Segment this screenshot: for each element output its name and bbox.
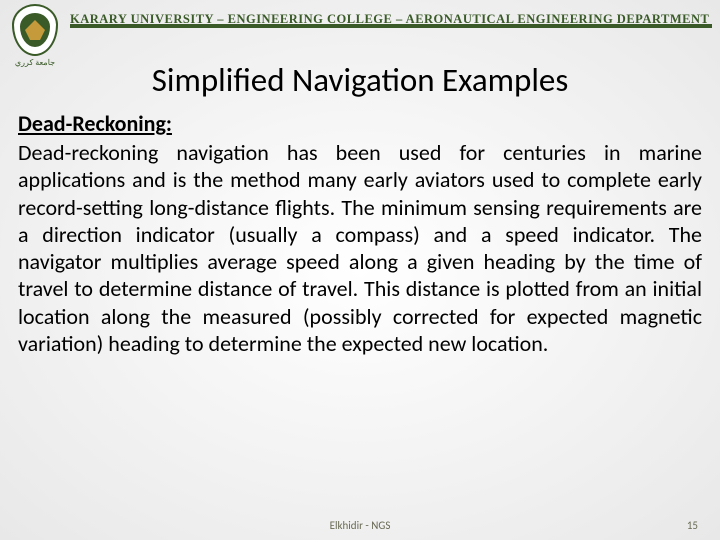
footer: Elkhidir - NGS 15 bbox=[0, 519, 720, 532]
page-number: 15 bbox=[687, 519, 698, 532]
logo-shield-icon bbox=[12, 4, 58, 56]
header-bar: جامعة كرري KARARY UNIVERSITY – ENGINEERI… bbox=[0, 0, 720, 38]
section-heading: Dead-Reckoning: bbox=[18, 110, 702, 137]
footer-author: Elkhidir - NGS bbox=[330, 519, 391, 532]
logo-inner-icon bbox=[20, 13, 50, 47]
eagle-icon bbox=[25, 20, 45, 40]
body-paragraph: Dead-reckoning navigation has been used … bbox=[18, 139, 702, 357]
university-logo: جامعة كرري bbox=[8, 4, 62, 76]
body-area: Dead-Reckoning: Dead-reckoning navigatio… bbox=[0, 110, 720, 357]
page-title: Simplified Navigation Examples bbox=[0, 60, 720, 100]
header-divider bbox=[70, 24, 712, 28]
logo-caption: جامعة كرري bbox=[15, 58, 55, 67]
